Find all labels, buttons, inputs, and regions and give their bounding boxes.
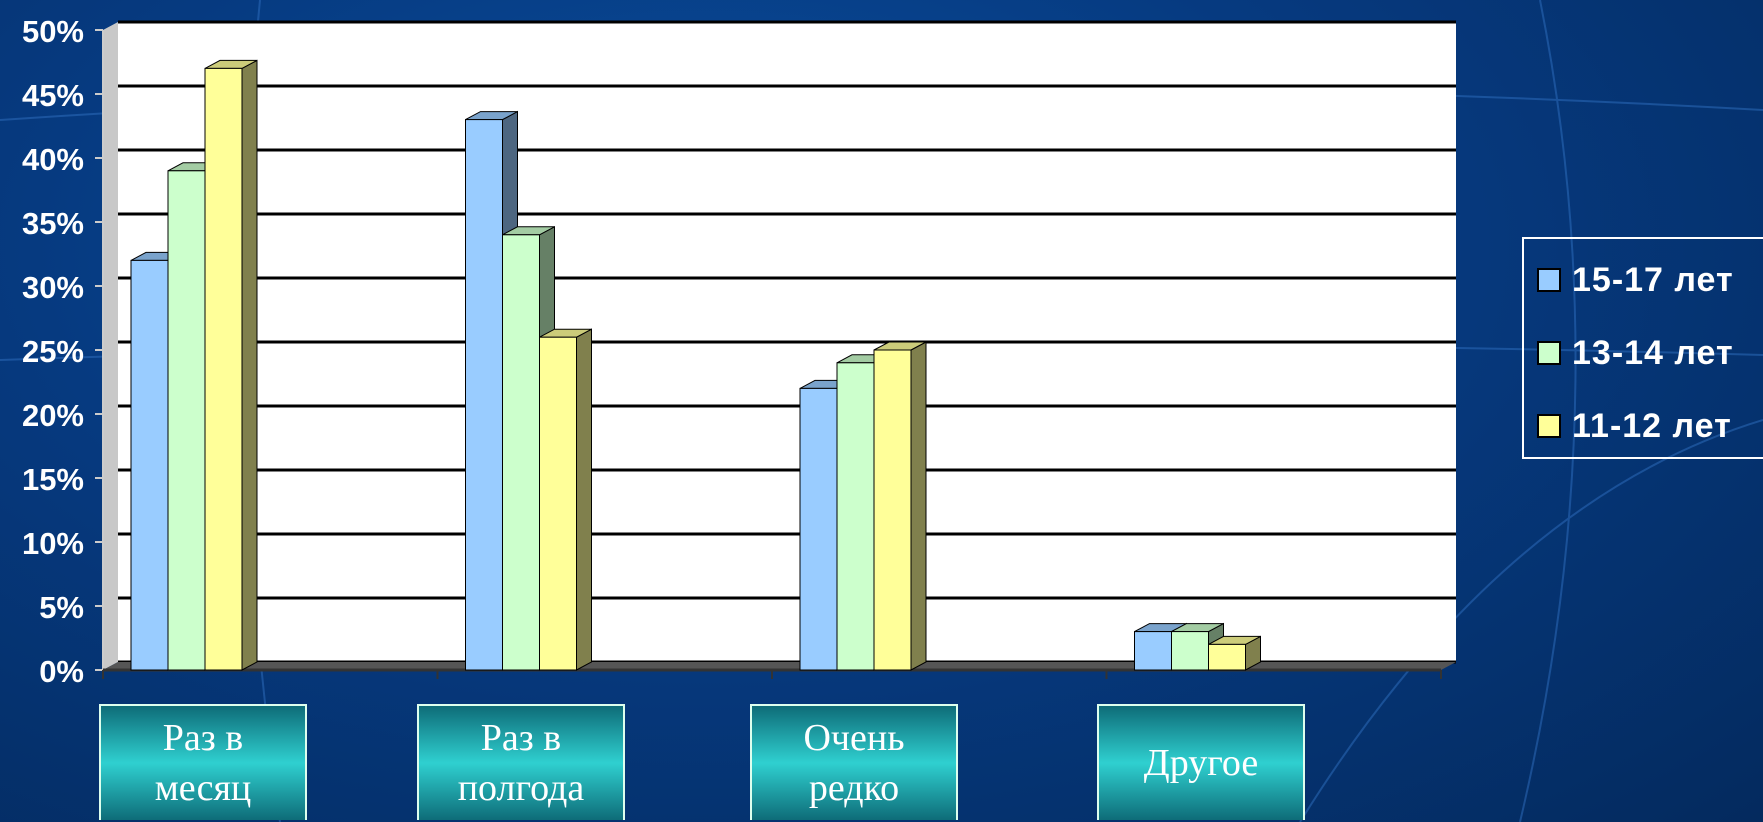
y-tick-label: 0%	[39, 654, 84, 689]
bar-front	[502, 234, 540, 671]
y-tick-label: 40%	[22, 142, 84, 177]
bar	[204, 59, 258, 671]
bar-front	[799, 387, 838, 671]
bar	[873, 341, 927, 671]
y-tick-label: 15%	[22, 462, 84, 497]
legend-box	[1522, 237, 1763, 459]
bar-front	[836, 362, 875, 671]
y-tick-label: 35%	[22, 206, 84, 241]
bar	[539, 328, 592, 671]
bar-side	[576, 328, 592, 671]
bar-front	[1134, 631, 1172, 671]
y-tick-label: 30%	[22, 270, 84, 305]
y-tick-label: 25%	[22, 334, 84, 369]
legend-label: 13-14 лет	[1572, 334, 1734, 372]
bar-front	[204, 67, 243, 671]
y-tick-label: 10%	[22, 526, 84, 561]
x-tick-label: Раз в месяц	[99, 704, 307, 820]
x-tick-label: Очень редко	[750, 704, 958, 820]
x-tick-label: Другое	[1097, 704, 1305, 820]
bar-front	[1171, 631, 1209, 671]
bar-side	[910, 341, 927, 671]
bar-front	[465, 119, 503, 671]
legend-swatch	[1537, 414, 1561, 438]
bar-front	[539, 336, 577, 671]
x-tick-label: Раз в полгода	[417, 704, 625, 820]
bar-front	[1208, 643, 1246, 671]
legend-label: 15-17 лет	[1572, 261, 1734, 299]
floor	[103, 662, 1456, 670]
side-wall	[103, 22, 118, 670]
legend: 15-17 лет 13-14 лет 11-12 лет	[1522, 237, 1763, 459]
bar	[1208, 635, 1261, 671]
y-tick-label: 5%	[39, 590, 84, 625]
legend-swatch	[1537, 341, 1561, 365]
bar-front	[130, 259, 169, 671]
legend-swatch	[1537, 268, 1561, 292]
bar-front	[873, 349, 912, 671]
y-tick-label: 20%	[22, 398, 84, 433]
legend-label: 11-12 лет	[1572, 407, 1732, 445]
bar-side	[241, 59, 258, 671]
y-tick-label: 45%	[22, 78, 84, 113]
bar-front	[167, 170, 206, 671]
y-tick-label: 50%	[22, 14, 84, 49]
